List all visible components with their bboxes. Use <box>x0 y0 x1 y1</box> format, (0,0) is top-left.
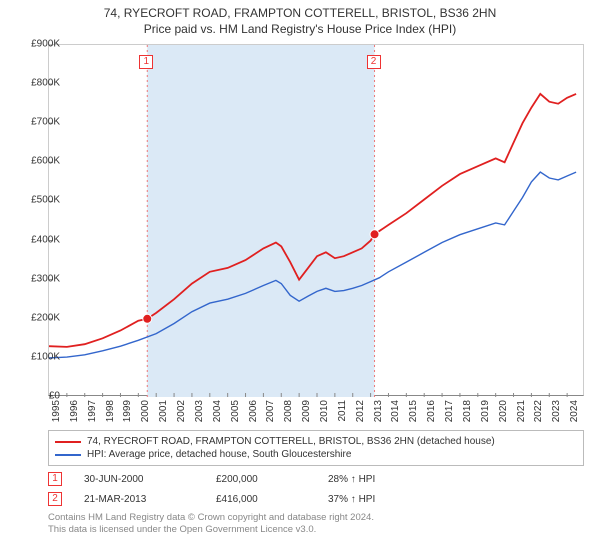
chart-svg <box>49 45 585 397</box>
legend: 74, RYECROFT ROAD, FRAMPTON COTTERELL, B… <box>48 430 584 466</box>
sale-row-marker: 2 <box>48 492 62 506</box>
legend-label: 74, RYECROFT ROAD, FRAMPTON COTTERELL, B… <box>87 436 495 447</box>
legend-row: 74, RYECROFT ROAD, FRAMPTON COTTERELL, B… <box>55 435 577 448</box>
y-tick-label: £200K <box>31 312 60 323</box>
bottom-block: 74, RYECROFT ROAD, FRAMPTON COTTERELL, B… <box>48 430 584 537</box>
x-tick-label: 2019 <box>480 400 491 422</box>
legend-swatch <box>55 454 81 456</box>
legend-swatch <box>55 441 81 443</box>
sale-date: 21-MAR-2013 <box>84 494 194 505</box>
x-tick-label: 2012 <box>355 400 366 422</box>
x-tick-label: 1997 <box>87 400 98 422</box>
y-tick-label: £600K <box>31 156 60 167</box>
sale-date: 30-JUN-2000 <box>84 474 194 485</box>
chart-container: 74, RYECROFT ROAD, FRAMPTON COTTERELL, B… <box>0 0 600 560</box>
footer-line-2: This data is licensed under the Open Gov… <box>48 524 584 536</box>
x-tick-label: 2015 <box>408 400 419 422</box>
sale-diff: 28% ↑ HPI <box>328 474 375 485</box>
x-tick-label: 2006 <box>248 400 259 422</box>
y-tick-label: £900K <box>31 39 60 50</box>
footer-line-1: Contains HM Land Registry data © Crown c… <box>48 512 584 524</box>
x-tick-label: 2008 <box>283 400 294 422</box>
footer: Contains HM Land Registry data © Crown c… <box>48 512 584 537</box>
sale-marker-box: 2 <box>367 55 381 69</box>
sale-row: 1 30-JUN-2000 £200,000 28% ↑ HPI <box>48 472 584 486</box>
x-tick-label: 2021 <box>516 400 527 422</box>
y-tick-label: £100K <box>31 351 60 362</box>
x-tick-label: 1995 <box>51 400 62 422</box>
x-tick-label: 2004 <box>212 400 223 422</box>
legend-label: HPI: Average price, detached house, Sout… <box>87 449 351 460</box>
sale-marker-box: 1 <box>139 55 153 69</box>
x-tick-label: 2010 <box>319 400 330 422</box>
x-tick-label: 2003 <box>194 400 205 422</box>
x-tick-label: 2013 <box>373 400 384 422</box>
legend-row: HPI: Average price, detached house, Sout… <box>55 448 577 461</box>
sale-price: £200,000 <box>216 474 306 485</box>
x-tick-label: 2017 <box>444 400 455 422</box>
x-tick-label: 2002 <box>176 400 187 422</box>
y-tick-label: £500K <box>31 195 60 206</box>
x-tick-label: 2001 <box>158 400 169 422</box>
y-tick-label: £300K <box>31 273 60 284</box>
x-tick-label: 2020 <box>498 400 509 422</box>
sale-row-marker: 1 <box>48 472 62 486</box>
x-tick-label: 2014 <box>390 400 401 422</box>
sale-price: £416,000 <box>216 494 306 505</box>
x-tick-label: 2007 <box>265 400 276 422</box>
x-tick-label: 1998 <box>105 400 116 422</box>
title-area: 74, RYECROFT ROAD, FRAMPTON COTTERELL, B… <box>0 0 600 36</box>
x-tick-label: 2018 <box>462 400 473 422</box>
plot-area <box>48 44 584 396</box>
x-tick-label: 2022 <box>533 400 544 422</box>
x-tick-label: 2005 <box>230 400 241 422</box>
x-tick-label: 2024 <box>569 400 580 422</box>
sale-diff: 37% ↑ HPI <box>328 494 375 505</box>
sales-table: 1 30-JUN-2000 £200,000 28% ↑ HPI 2 21-MAR-201… <box>48 472 584 506</box>
x-tick-label: 1996 <box>69 400 80 422</box>
chart-subtitle: Price paid vs. HM Land Registry's House … <box>0 22 600 36</box>
x-tick-label: 2023 <box>551 400 562 422</box>
y-tick-label: £700K <box>31 117 60 128</box>
y-tick-label: £400K <box>31 234 60 245</box>
x-tick-label: 2000 <box>140 400 151 422</box>
x-tick-label: 1999 <box>122 400 133 422</box>
x-tick-label: 2011 <box>337 400 348 422</box>
x-tick-label: 2016 <box>426 400 437 422</box>
chart-title-address: 74, RYECROFT ROAD, FRAMPTON COTTERELL, B… <box>0 6 600 20</box>
y-tick-label: £800K <box>31 78 60 89</box>
x-tick-label: 2009 <box>301 400 312 422</box>
sale-row: 2 21-MAR-2013 £416,000 37% ↑ HPI <box>48 492 584 506</box>
